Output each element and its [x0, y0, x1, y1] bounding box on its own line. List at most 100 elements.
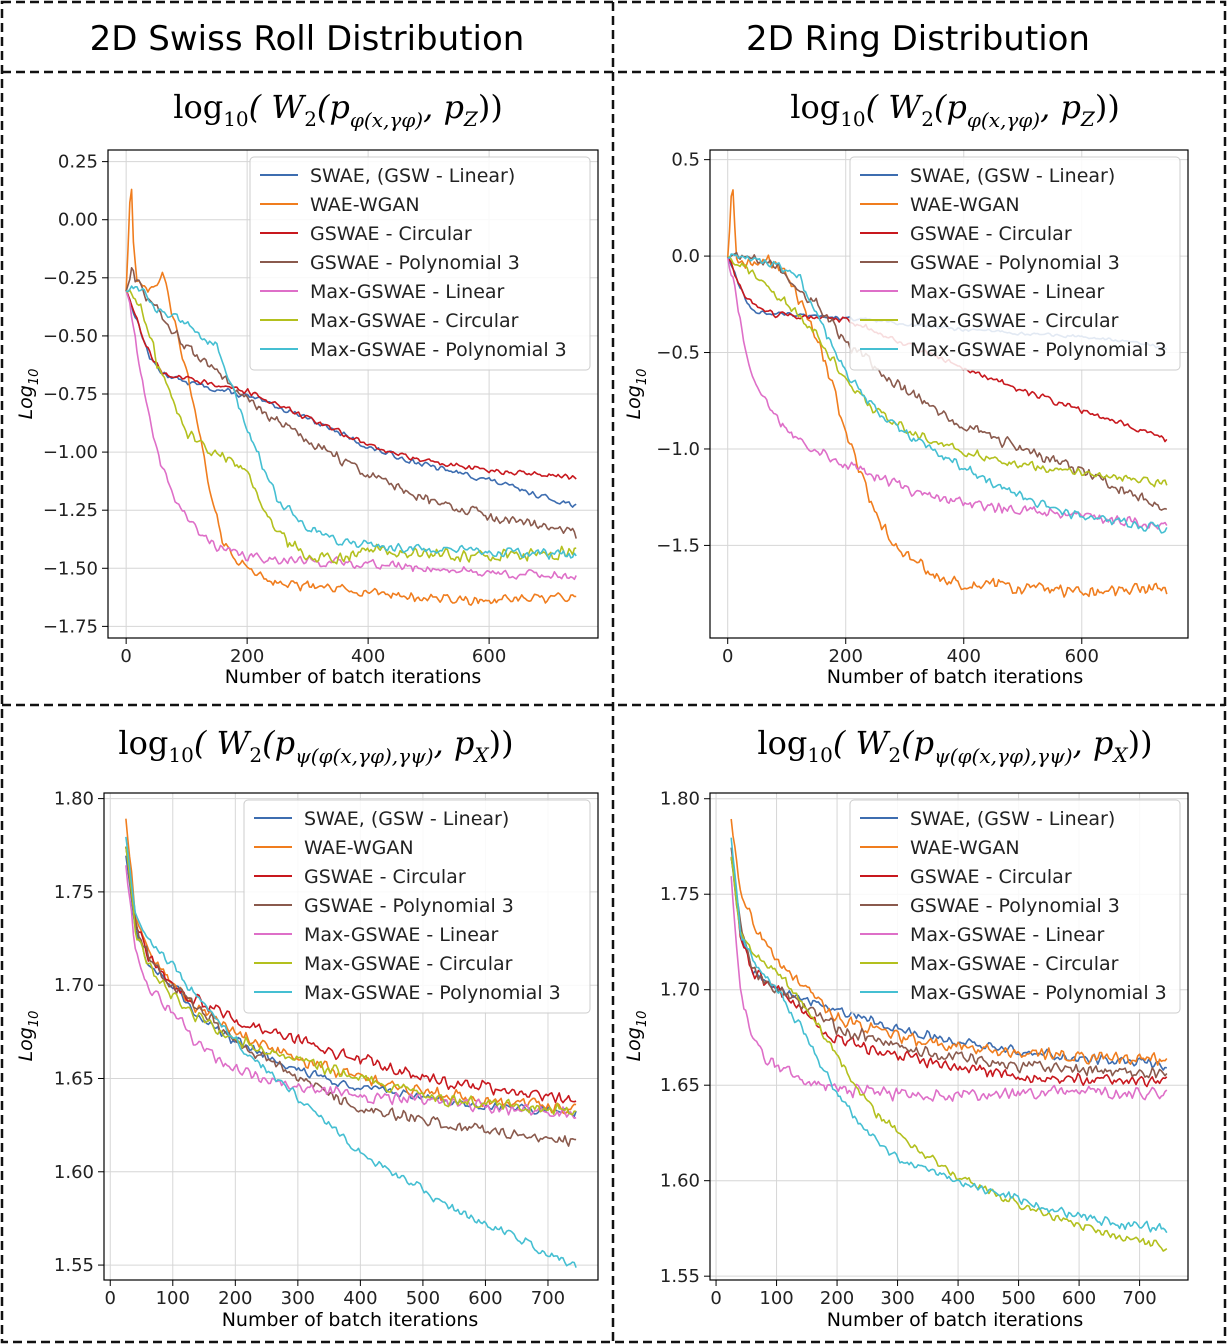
y-tick-label: 1.65 [54, 1068, 94, 1089]
panel-swiss-z: log10( W2(pφ(x,γφ), pZ)) 0 200 400 600 0.25 0.… [15, 88, 599, 688]
series-line [126, 289, 577, 565]
x-tick-label: 400 [947, 646, 981, 667]
legend-label: SWAE, (GSW - Linear) [310, 165, 515, 187]
legend-label: SWAE, (GSW - Linear) [910, 808, 1115, 830]
x-tick-label: 600 [1065, 646, 1099, 667]
series-line [125, 865, 577, 1119]
y-axis-label: Log10 [15, 369, 42, 420]
x-tick-label: 0 [120, 646, 131, 667]
legend-box [849, 156, 1181, 371]
axes-frame [709, 149, 1189, 639]
y-tick-label: 1.80 [660, 789, 700, 810]
y-tick-label: 1.60 [660, 1171, 700, 1192]
x-tick-label: 500 [1001, 1288, 1035, 1309]
series-line [726, 257, 1168, 530]
x-tick-label: 700 [531, 1288, 565, 1309]
y-tick-label: 1.70 [660, 980, 700, 1001]
legend-label: SWAE, (GSW - Linear) [304, 808, 509, 830]
x-tick-label: 200 [230, 646, 264, 667]
y-axis-label: Log10 [623, 369, 650, 420]
y-tick-label: −1.00 [43, 442, 98, 463]
series-line [125, 290, 577, 480]
legend-label: Max-GSWAE - Circular [304, 953, 513, 975]
panel-title: log10( W2(pψ(φ(x,γφ),γψ), pX)) [118, 724, 513, 768]
legend-label: GSWAE - Polynomial 3 [910, 895, 1120, 917]
series-line [730, 818, 1168, 1066]
series-lines [125, 818, 577, 1268]
legend-label: WAE-WGAN [310, 194, 420, 216]
legend: SWAE, (GSW - Linear) WAE-WGAN GSWAE - Circ… [249, 156, 591, 371]
y-tick-label: −1.50 [43, 558, 98, 579]
x-tick-label: 400 [343, 1288, 377, 1309]
y-tick-label: 1.75 [54, 882, 94, 903]
y-tick-label: −0.75 [43, 384, 98, 405]
x-tick-label: 0 [105, 1288, 116, 1309]
legend-label: Max-GSWAE - Circular [910, 953, 1119, 975]
legend-box [249, 156, 591, 371]
legend-label: WAE-WGAN [910, 837, 1020, 859]
x-tick-label: 0 [722, 646, 733, 667]
series-line [125, 846, 577, 1116]
y-tick-label: 1.75 [660, 884, 700, 905]
series-line [730, 857, 1168, 1088]
y-tick-label: 1.55 [660, 1266, 700, 1287]
axes-frame [709, 792, 1189, 1281]
legend: SWAE, (GSW - Linear) WAE-WGAN GSWAE - Circ… [849, 799, 1181, 1014]
x-tick-label: 500 [406, 1288, 440, 1309]
series-line [727, 253, 1168, 534]
series-line [730, 837, 1168, 1234]
series-line [730, 847, 1168, 1079]
y-tick-label: −0.50 [43, 326, 98, 347]
panel-ring-z: log10( W2(pφ(x,γφ), pZ)) 0 200 400 600 0.5 0.0… [623, 88, 1189, 688]
series-line [730, 876, 1168, 1102]
series-line [727, 251, 1168, 511]
y-tick-label: 1.60 [54, 1162, 94, 1183]
legend-label: GSWAE - Circular [910, 223, 1072, 245]
axes-frame [103, 792, 599, 1281]
x-tick-label: 200 [218, 1288, 252, 1309]
y-tick-label: −1.75 [43, 616, 98, 637]
y-tick-label: 0.5 [671, 150, 700, 171]
legend-label: GSWAE - Polynomial 3 [310, 252, 520, 274]
x-tick-label: 100 [759, 1288, 793, 1309]
series-line [125, 846, 577, 1147]
x-tick-label: 600 [472, 646, 506, 667]
series-lines [730, 818, 1168, 1252]
legend-label: GSWAE - Circular [910, 866, 1072, 888]
series-line [727, 256, 1168, 488]
y-axis-label: Log10 [623, 1011, 650, 1062]
legend-label: Max-GSWAE - Linear [304, 924, 499, 946]
x-axis-label: Number of batch iterations [222, 1309, 479, 1331]
y-tick-label: 1.65 [660, 1075, 700, 1096]
x-tick-label: 300 [880, 1288, 914, 1309]
series-line [726, 189, 1168, 598]
x-tick-label: 200 [829, 646, 863, 667]
y-tick-label: 0.00 [58, 210, 98, 231]
y-tick-label: 0.25 [58, 152, 98, 173]
legend-label: GSWAE - Polynomial 3 [910, 252, 1120, 274]
legend: SWAE, (GSW - Linear) WAE-WGAN GSWAE - Circ… [243, 799, 591, 1014]
legend-label: Max-GSWAE - Polynomial 3 [910, 339, 1167, 361]
axes-frame [107, 149, 599, 639]
y-tick-label: 0.0 [671, 246, 700, 267]
legend-label: GSWAE - Circular [310, 223, 472, 245]
y-tick-label: −0.5 [656, 343, 700, 364]
legend-box [849, 799, 1181, 1014]
panel-title: log10( W2(pφ(x,γφ), pZ)) [790, 88, 1120, 132]
y-tick-label: −1.0 [656, 439, 700, 460]
x-axis-label: Number of batch iterations [827, 666, 1084, 688]
y-tick-label: −0.25 [43, 268, 98, 289]
panel-title: log10( W2(pφ(x,γφ), pZ)) [173, 88, 503, 132]
header-swiss-roll: 2D Swiss Roll Distribution [90, 19, 525, 59]
legend-label: Max-GSWAE - Polynomial 3 [910, 982, 1167, 1004]
series-lines [125, 188, 577, 606]
x-tick-label: 300 [281, 1288, 315, 1309]
y-tick-label: 1.55 [54, 1255, 94, 1276]
legend-label: Max-GSWAE - Circular [310, 310, 519, 332]
x-tick-label: 400 [941, 1288, 975, 1309]
legend-label: SWAE, (GSW - Linear) [910, 165, 1115, 187]
legend-label: WAE-WGAN [910, 194, 1020, 216]
series-line [125, 290, 577, 581]
